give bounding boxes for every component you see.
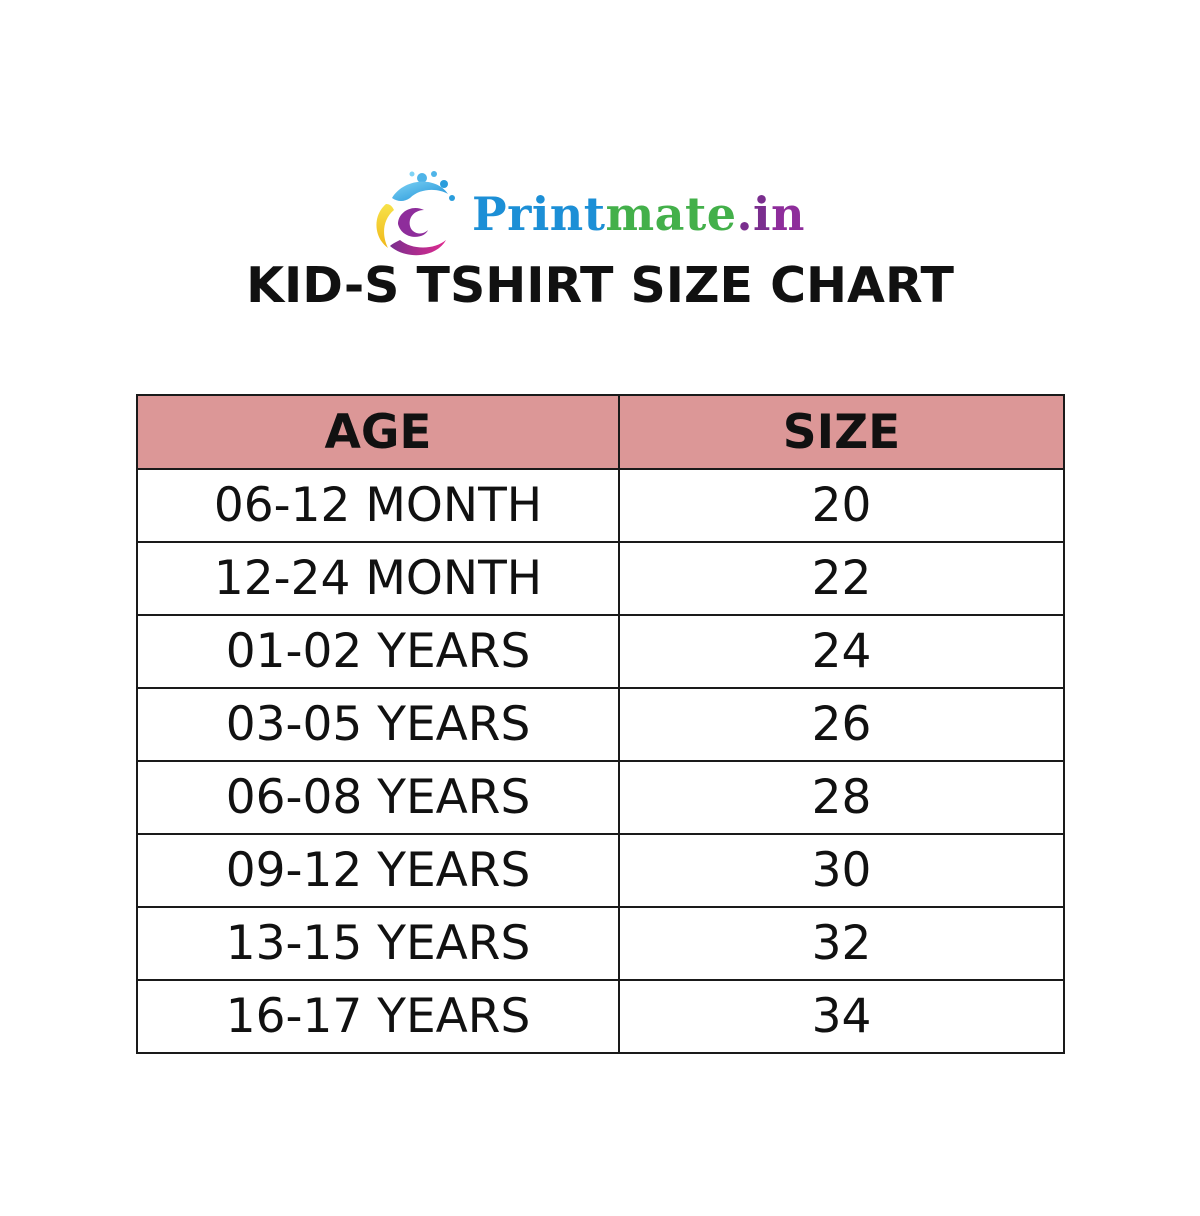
size-cell: 26 (618, 687, 1065, 762)
table-row: 12-24 MONTH 22 (136, 541, 1065, 616)
column-header-size: SIZE (618, 394, 1065, 470)
table-row: 13-15 YEARS 32 (136, 906, 1065, 981)
age-cell: 16-17 YEARS (136, 979, 620, 1054)
age-cell: 03-05 YEARS (136, 687, 620, 762)
age-cell: 12-24 MONTH (136, 541, 620, 616)
brand-name-print: Print (472, 187, 606, 241)
table-row: 09-12 YEARS 30 (136, 833, 1065, 908)
size-chart-table: AGE SIZE 06-12 MONTH 20 12-24 MONTH 22 0… (136, 394, 1065, 1054)
page-title: KID-S TSHIRT SIZE CHART (246, 257, 954, 314)
age-cell: 13-15 YEARS (136, 906, 620, 981)
brand-name-n: n (771, 187, 805, 241)
brand-name-mate: mate (605, 187, 737, 241)
table-row: 16-17 YEARS 34 (136, 979, 1065, 1054)
table-row: 01-02 YEARS 24 (136, 614, 1065, 689)
size-cell: 28 (618, 760, 1065, 835)
table-row: 06-12 MONTH 20 (136, 468, 1065, 543)
age-cell: 06-08 YEARS (136, 760, 620, 835)
size-cell: 34 (618, 979, 1065, 1054)
brand-name: Printmate.in (472, 186, 805, 242)
size-cell: 24 (618, 614, 1065, 689)
swirl-logo-icon (376, 171, 455, 256)
age-cell: 01-02 YEARS (136, 614, 620, 689)
table-row: 03-05 YEARS 26 (136, 687, 1065, 762)
age-cell: 06-12 MONTH (136, 468, 620, 543)
table-row: 06-08 YEARS 28 (136, 760, 1065, 835)
table-header-row: AGE SIZE (136, 394, 1065, 470)
size-cell: 32 (618, 906, 1065, 981)
brand-logo: Printmate.in (364, 168, 834, 260)
column-header-age: AGE (136, 394, 620, 470)
size-cell: 20 (618, 468, 1065, 543)
size-cell: 22 (618, 541, 1065, 616)
brand-name-dot-i: .i (736, 187, 771, 241)
size-cell: 30 (618, 833, 1065, 908)
age-cell: 09-12 YEARS (136, 833, 620, 908)
